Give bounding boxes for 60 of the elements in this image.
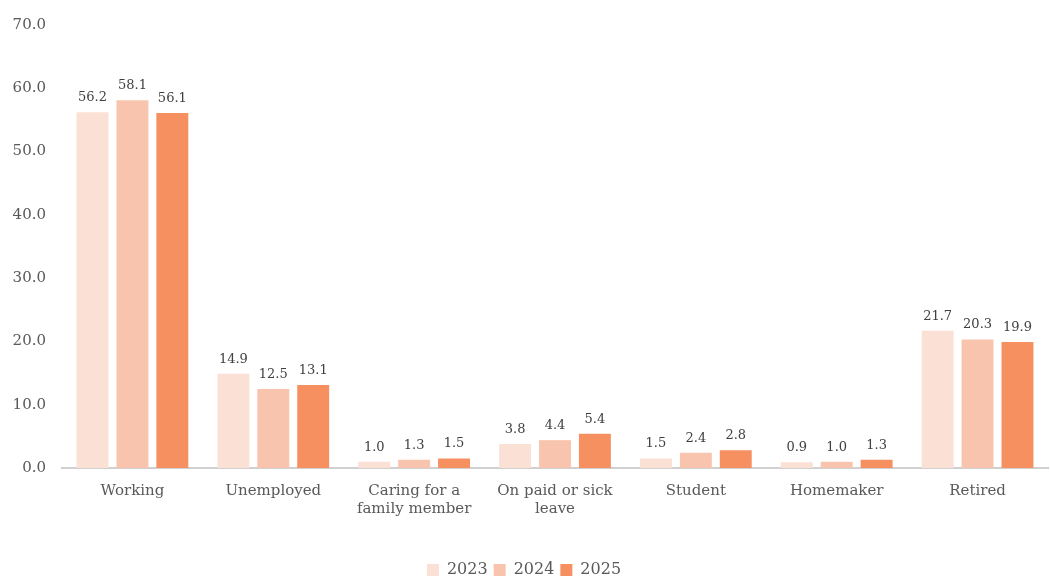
bar xyxy=(398,459,431,468)
data-label: 21.7 xyxy=(923,307,953,323)
bar xyxy=(1001,342,1034,468)
data-label: 56.2 xyxy=(78,89,107,105)
x-tick-label: On paid or sick leave xyxy=(497,480,614,517)
data-label: 1.5 xyxy=(645,435,667,451)
y-tick-label: 30.0 xyxy=(12,268,46,287)
bar xyxy=(257,388,290,468)
x-tick-label: Working xyxy=(100,480,165,499)
bar xyxy=(76,112,109,468)
data-label: 56.1 xyxy=(157,89,187,105)
y-tick-label: 0.0 xyxy=(22,457,46,476)
data-label: 0.9 xyxy=(786,439,808,455)
bar xyxy=(539,440,571,468)
bar xyxy=(780,462,813,468)
x-tick-label: Retired xyxy=(949,480,1007,499)
bar xyxy=(116,100,149,468)
legend-label: 2025 xyxy=(580,559,622,579)
data-label: 2.4 xyxy=(685,429,707,445)
bar xyxy=(860,459,893,468)
data-label: 1.0 xyxy=(363,438,385,454)
bar xyxy=(438,458,471,468)
bar xyxy=(297,385,330,468)
data-label: 2.8 xyxy=(725,427,747,443)
bar xyxy=(820,461,853,468)
x-tick-label: Caring for a family member xyxy=(356,480,473,517)
bar xyxy=(499,443,532,468)
data-label: 1.3 xyxy=(866,436,887,452)
y-tick-label: 60.0 xyxy=(12,78,46,97)
y-tick-label: 40.0 xyxy=(12,204,46,223)
bar xyxy=(921,330,954,468)
data-label: 12.5 xyxy=(258,365,288,381)
bar xyxy=(639,458,672,468)
data-label: 1.3 xyxy=(403,436,425,452)
y-tick-label: 50.0 xyxy=(12,141,46,160)
y-tick-label: 70.0 xyxy=(12,14,46,33)
data-label: 13.1 xyxy=(298,361,328,377)
bar xyxy=(719,450,752,468)
data-label: 19.9 xyxy=(1003,318,1032,334)
data-label: 58.1 xyxy=(117,77,147,93)
x-tick-label: Homemaker xyxy=(789,480,885,499)
data-label: 1.5 xyxy=(443,435,465,451)
data-label: 14.9 xyxy=(218,350,248,366)
data-label: 20.3 xyxy=(963,316,993,332)
bar xyxy=(679,452,712,468)
bar xyxy=(961,339,994,468)
data-label: 3.8 xyxy=(504,420,526,436)
bar xyxy=(217,373,250,468)
x-tick-label: Unemployed xyxy=(225,480,322,499)
data-label: 1.0 xyxy=(826,438,848,454)
y-tick-label: 10.0 xyxy=(12,394,46,413)
bar xyxy=(156,112,189,468)
data-label: 4.4 xyxy=(544,417,566,433)
bar xyxy=(358,461,391,468)
data-label: 5.4 xyxy=(584,410,606,426)
y-tick-label: 20.0 xyxy=(12,331,46,350)
bar xyxy=(578,433,611,468)
x-tick-label: Student xyxy=(665,480,726,499)
legend-label: 2024 xyxy=(513,559,555,579)
legend-label: 2023 xyxy=(446,559,488,579)
